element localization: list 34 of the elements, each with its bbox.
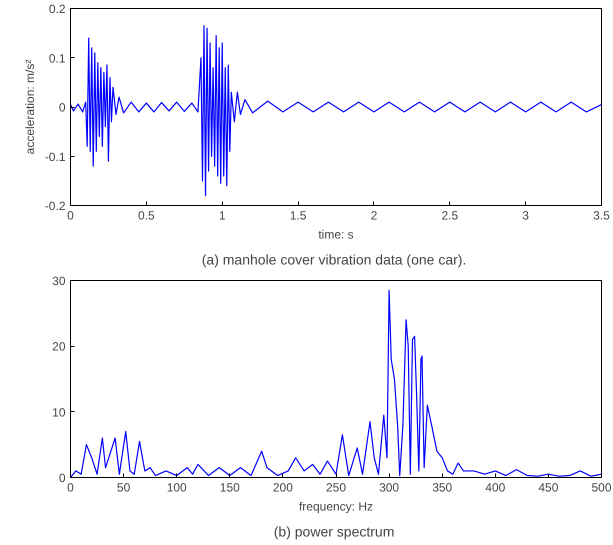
x-tick-label: 3 (522, 208, 530, 222)
x-tick-label: 350 (432, 480, 453, 494)
y-tick-label: 0.1 (48, 51, 66, 66)
x-tick-label: 150 (220, 480, 240, 494)
x-tick-label: 500 (591, 480, 612, 494)
x-tick-label: 50 (116, 480, 131, 494)
x-tick-label: 0 (67, 480, 74, 494)
y-tick-label: 0 (58, 100, 66, 114)
x-tick-label: 1 (218, 208, 226, 222)
x-tick-label: 300 (379, 480, 400, 494)
x-tick-label: 400 (485, 480, 506, 494)
x-tick-label: 0.5 (138, 208, 156, 222)
x-tick-label: 2.5 (441, 208, 458, 222)
x-axis-title: frequency: Hz (298, 500, 374, 514)
y-tick-label: 20 (52, 340, 66, 354)
text: (a) manhole cover vibration data (one car). (202, 252, 466, 268)
y-tick-label: -0.1 (44, 150, 66, 164)
x-tick-label: 450 (538, 480, 559, 494)
x-tick-label: 1.5 (290, 208, 307, 222)
y-tick-label: 10 (52, 405, 66, 420)
y-tick-label: 30 (52, 274, 66, 288)
y-tick-label: -0.2 (44, 199, 66, 213)
x-axis-title: time: s (318, 228, 354, 242)
line-series (70, 25, 602, 196)
y-axis-title: acceleration: m/s² (22, 60, 37, 154)
y-tick-label: 0.2 (48, 2, 66, 16)
x-tick-label: 100 (166, 480, 188, 494)
x-tick-label: 2 (370, 208, 378, 222)
text: (b) power spectrum (274, 524, 394, 540)
x-tick-label: 0 (67, 208, 74, 222)
x-tick-label: 3.5 (593, 208, 610, 222)
x-tick-label: 250 (326, 480, 346, 494)
y-tick-label: 0 (58, 471, 66, 485)
x-tick-label: 200 (272, 480, 294, 494)
